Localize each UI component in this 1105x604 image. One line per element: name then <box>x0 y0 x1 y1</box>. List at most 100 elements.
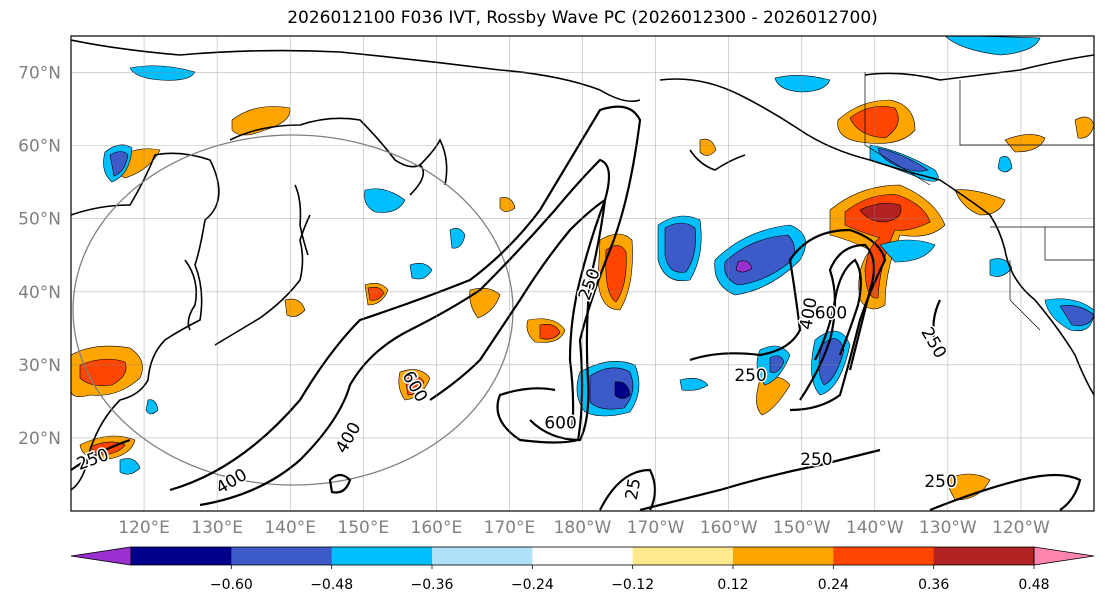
coastline-okhotsk <box>229 117 425 196</box>
pc-positive-blob <box>954 189 1006 216</box>
ivt-contour-label: 25 <box>622 477 645 502</box>
lat-label: 60°N <box>18 137 61 157</box>
pc-positive-blob <box>605 245 627 303</box>
pc-positive-blob <box>404 375 425 396</box>
pc-positive-blob <box>859 203 902 223</box>
pc-positive-blob <box>499 197 516 212</box>
border-canada-provinces <box>959 80 1094 146</box>
colorbar-tick-label: −0.24 <box>511 577 554 593</box>
lon-label: 120°E <box>118 518 170 538</box>
lon-label: 140°W <box>846 518 904 538</box>
colorbar-segment <box>231 547 333 565</box>
pc-positive-blob <box>367 286 385 301</box>
coastline-alaska <box>659 78 1094 396</box>
lon-label: 170°E <box>484 518 536 538</box>
pc-negative-blob <box>449 228 466 249</box>
colorbar-tick-label: 0.48 <box>1018 577 1049 593</box>
map-title: 2026012100 F036 IVT, Rossby Wave PC (202… <box>287 8 878 28</box>
colorbar-outline <box>130 546 1035 566</box>
lat-label: 40°N <box>18 283 61 303</box>
ivt-contour-label: 400 <box>796 296 821 331</box>
ivt-contour-250-mid <box>599 468 657 511</box>
colorbar-tick-label: −0.12 <box>611 577 654 593</box>
ivt-contour-label: 250 <box>924 472 956 492</box>
coastline-korea <box>184 259 198 331</box>
ivt-contour-layer <box>71 105 1082 511</box>
pc-negative-blob <box>129 65 196 81</box>
ivt-contour-250-ne <box>932 299 941 346</box>
pc-negative-blob <box>769 355 785 373</box>
colorbar-segment <box>733 547 834 565</box>
colorbar-segment <box>632 547 734 565</box>
coastline-japan <box>214 214 311 346</box>
lon-label: 160°W <box>700 518 758 538</box>
pc-positive-blob <box>1004 134 1046 153</box>
colorbar-segment <box>331 547 433 565</box>
lon-label: 170°W <box>627 518 685 538</box>
coastline-canada-north <box>864 54 1094 81</box>
lon-label: 140°E <box>264 518 316 538</box>
longitude-labels: 120°E 130°E 140°E 150°E 160°E 170°E 180°W 170°W… <box>118 518 1050 538</box>
colorbar-segment <box>131 547 232 565</box>
pc-negative-blob <box>364 188 406 213</box>
lon-label: 130°E <box>191 518 243 538</box>
ivt-contour-400 <box>199 158 611 507</box>
gridlines <box>71 36 1094 511</box>
pc-negative-blob <box>119 458 141 475</box>
coastline-sakhalin <box>294 184 309 256</box>
pc-negative-blob <box>664 222 696 273</box>
border-us-states <box>1009 227 1094 331</box>
colorbar-extend-min <box>70 546 132 566</box>
colorbar-tick-label: 0.24 <box>818 577 849 593</box>
map-frame <box>70 35 1095 512</box>
pc-negative-blob <box>989 258 1013 277</box>
ivt-contour-250-se <box>929 473 1082 511</box>
colorbar-extend-max <box>1033 546 1095 566</box>
pc-positive-blob <box>756 376 791 416</box>
ivt-contour-label: 250 <box>734 366 766 386</box>
ivt-contour-250-east <box>689 228 887 412</box>
colorbar <box>70 546 1095 566</box>
lon-label: 150°E <box>337 518 389 538</box>
pc-positive-blob <box>699 138 717 156</box>
ivt-contour-600-east <box>814 258 862 361</box>
border-alaska-canada <box>864 72 931 186</box>
ivt-contour-small <box>328 473 352 494</box>
lat-label: 30°N <box>18 356 61 376</box>
pc-negative-blob <box>679 378 709 391</box>
colorbar-tick-label: 0.12 <box>717 577 748 593</box>
colorbar-tick-label: −0.60 <box>210 577 253 593</box>
latitude-labels: 70°N 60°N 50°N 40°N 30°N 20°N <box>18 64 61 449</box>
colorbar-tick-label: −0.48 <box>310 577 353 593</box>
pc-positive-blob <box>469 288 501 319</box>
border-layer <box>864 72 1094 331</box>
lon-label: 160°E <box>411 518 463 538</box>
lon-label: 150°W <box>773 518 831 538</box>
lon-label: 130°W <box>919 518 977 538</box>
ivt-contour-250-south <box>639 448 881 511</box>
colorbar-segment <box>432 547 533 565</box>
pc-negative-blob <box>877 147 929 172</box>
coastline-kamchatka <box>419 138 448 186</box>
pc-negative-blob <box>409 263 433 280</box>
pc-negative-blob <box>614 381 631 399</box>
ivt-contour-600 <box>429 197 607 442</box>
ivt-contour-label: 250 <box>800 450 832 470</box>
colorbar-tick-label: −0.36 <box>411 577 454 593</box>
lat-label: 70°N <box>18 64 61 84</box>
lon-label: 180°W <box>554 518 612 538</box>
lon-label: 120°W <box>992 518 1050 538</box>
ivt-contour-400-east <box>799 243 876 401</box>
pc-positive-blob <box>539 324 561 340</box>
pc-positive-blob <box>849 106 899 139</box>
pc-negative-blob <box>109 151 129 177</box>
lat-label: 50°N <box>18 210 61 230</box>
colorbar-segment <box>532 547 634 565</box>
ivt-contour-250-sw <box>71 438 131 471</box>
colorbar-tick-labels: −0.60 −0.48 −0.36 −0.24 −0.12 0.12 0.24 0.36 0.4… <box>210 565 1050 593</box>
pc-positive-blob <box>944 473 991 501</box>
coastline-asia <box>71 152 220 491</box>
pc-negative-blob <box>997 156 1013 173</box>
